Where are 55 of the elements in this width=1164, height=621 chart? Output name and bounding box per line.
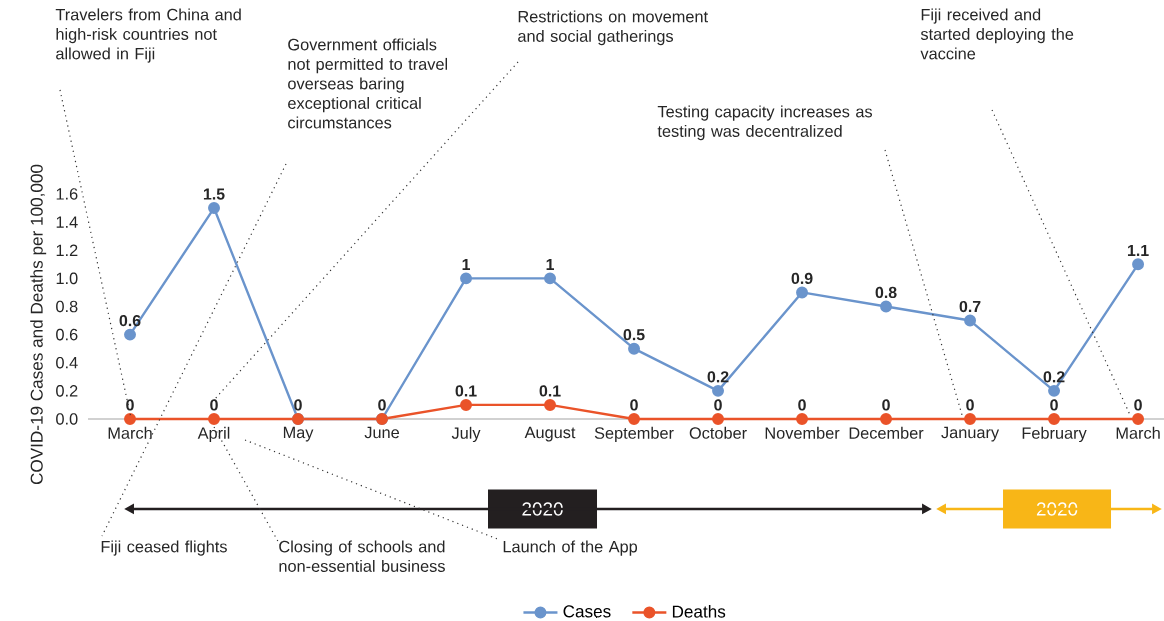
text: Testing capacity increases as testing was decentralized [657,105,873,141]
data-label: 0 [714,399,722,411]
y-tick-label: 0.0 [56,413,78,425]
y-tick-label: 0.2 [56,385,78,397]
y-axis-title: COVID-19 Cases and Deaths per 100,000 [30,164,47,485]
data-label: 0.9 [791,272,813,285]
legend-label: Cases [563,605,611,618]
x-tick-label: March [1116,426,1160,439]
data-label: 0 [126,399,134,411]
y-tick-label: 1.6 [56,188,78,200]
data-label: 0 [882,399,890,411]
data-label: 0 [1134,399,1142,411]
x-tick-label: March [108,426,152,439]
x-tick-label: August [524,426,576,442]
y-tick-label: 1.4 [56,216,78,228]
y-tick-label: 0.4 [56,356,78,369]
x-tick-label: February [1022,426,1087,443]
x-tick-label: January [941,426,1000,442]
data-label: 0 [1050,399,1058,411]
legend-label: Deaths [672,605,726,618]
data-label: 1 [546,259,554,270]
data-label: 0.5 [623,329,645,341]
y-tick-label: 1.0 [56,272,78,285]
y-tick-label: 0.6 [56,328,78,341]
x-tick-label: April [197,426,230,443]
data-label: 0 [966,399,974,411]
data-label: 0.7 [959,300,981,313]
x-tick-label: December [849,426,924,439]
data-label: 1.1 [1127,244,1149,256]
data-label: 0.2 [707,371,729,383]
data-label: 1.5 [203,188,225,200]
y-tick-label: 1.2 [56,244,78,256]
data-label: 0.8 [875,286,897,299]
x-tick-label: September [594,426,674,443]
text: Launch of the App [503,540,638,556]
data-label: 0 [798,399,806,411]
data-label: 0 [630,399,638,411]
x-tick-label: June [364,426,400,439]
text: Travelers from China and high-risk countries not allowed in Fiji [55,8,241,63]
x-tick-label: November [765,426,840,439]
text: Fiji received and started deploying the vaccine [920,8,1074,60]
x-tick-label: May [283,426,314,442]
text: Fiji ceased flights [101,540,227,556]
x-tick-label: July [451,426,481,443]
y-tick-label: 0.8 [56,300,78,313]
data-label: 1 [462,259,470,270]
text: Restrictions on movement and social gatherings [518,10,708,46]
data-label: 0 [378,399,386,411]
data-label: 0 [294,399,302,411]
data-label: 0.1 [539,385,561,397]
annotation: Closing of schools and non-essential business [279,540,445,572]
data-label: 0.1 [455,385,477,397]
text: Government officials not permitted to travel overseas baring exceptional critical circumstances [288,38,448,129]
x-tick-label: October [689,426,747,439]
data-label: 0 [210,399,218,411]
